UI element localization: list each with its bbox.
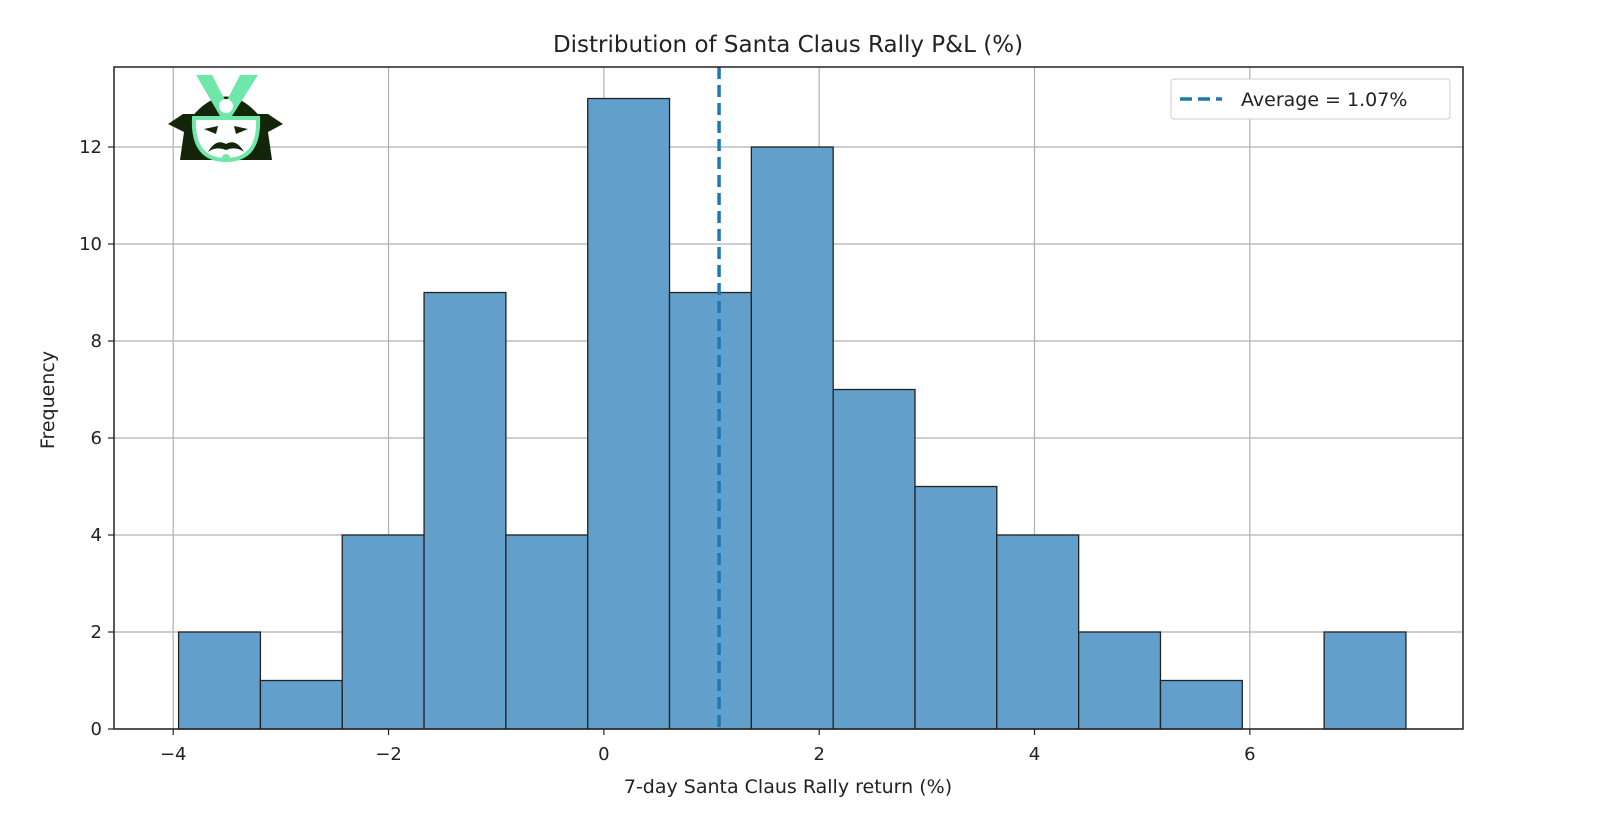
histogram-bar: [996, 534, 1080, 730]
histogram-bar: [1323, 631, 1407, 730]
histogram-bar: [1159, 679, 1243, 730]
x-tick-label: 0: [598, 744, 609, 765]
x-tick-label: 2: [813, 744, 824, 765]
histogram-bar: [505, 534, 589, 730]
chart-title: Distribution of Santa Claus Rally P&L (%…: [553, 32, 1023, 58]
histogram-bar: [341, 534, 425, 730]
x-tick-label: −2: [375, 744, 402, 765]
histogram-bar: [914, 485, 998, 730]
y-tick-label: 0: [91, 719, 102, 740]
x-tick-label: 6: [1244, 744, 1255, 765]
x-tick-label: −4: [160, 744, 187, 765]
histogram-bar: [587, 97, 671, 730]
y-tick-label: 12: [79, 137, 102, 158]
y-axis-label: Frequency: [37, 351, 59, 449]
legend: Average = 1.07%: [1170, 78, 1451, 120]
samurai-helmet-logo: [168, 75, 283, 163]
histogram-bar: [259, 679, 343, 730]
y-tick-label: 10: [79, 234, 102, 255]
y-tick-label: 6: [91, 428, 102, 449]
legend-label: Average = 1.07%: [1241, 89, 1407, 111]
y-tick-label: 8: [91, 331, 102, 352]
histogram-bar: [177, 631, 262, 730]
legend-box: [1170, 78, 1451, 120]
histogram-bar: [668, 291, 753, 730]
histogram-bar: [832, 388, 916, 730]
plot-frame: [113, 66, 1464, 730]
x-tick-label: 4: [1029, 744, 1040, 765]
histogram-bar: [423, 291, 507, 730]
y-tick-label: 2: [91, 622, 102, 643]
y-tick-label: 4: [91, 525, 102, 546]
x-axis-label: 7-day Santa Claus Rally return (%): [624, 776, 952, 798]
histogram-bar: [750, 146, 834, 730]
histogram-bar: [1077, 631, 1162, 730]
